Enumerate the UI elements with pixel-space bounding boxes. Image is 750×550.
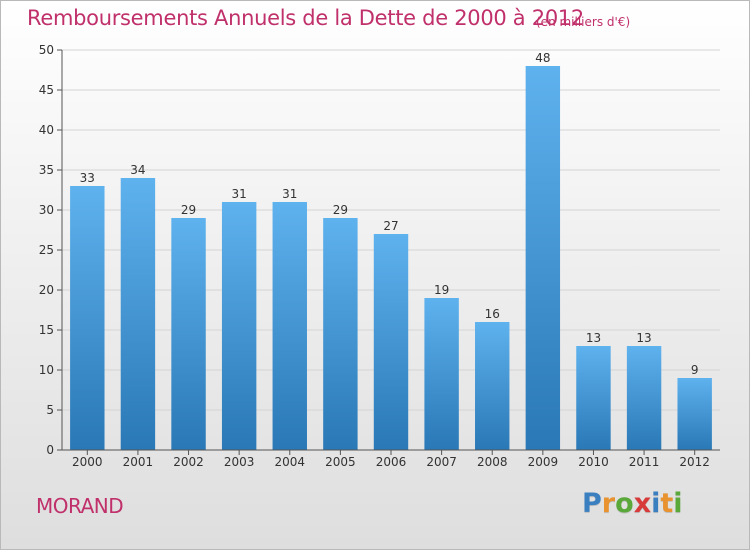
logo-letter: r (601, 488, 616, 519)
x-tick-label: 2012 (679, 455, 710, 469)
y-tick-label: 25 (39, 243, 54, 257)
y-tick-label: 45 (39, 83, 54, 97)
y-tick-label: 15 (39, 323, 54, 337)
x-tick-label: 2005 (325, 455, 356, 469)
x-tick-label: 2002 (173, 455, 204, 469)
bar-value-label: 48 (535, 51, 550, 65)
proxiti-logo: Proxiti (582, 488, 683, 519)
bar-value-label: 9 (691, 363, 699, 377)
bar (424, 298, 459, 450)
bar-value-label: 13 (636, 331, 651, 345)
bar (70, 186, 105, 450)
chart-unit: (en milliers d'€) (536, 15, 631, 29)
logo-letter: x (633, 488, 652, 519)
logo-letter: P (582, 488, 602, 519)
bar (373, 234, 409, 450)
bar (323, 218, 358, 450)
bar-value-label: 29 (181, 203, 196, 217)
logo-letter: t (660, 488, 674, 519)
x-tick-label: 2003 (224, 455, 255, 469)
y-tick-label: 50 (39, 43, 54, 57)
bar-value-label: 13 (586, 331, 601, 345)
bar-value-label: 16 (485, 307, 500, 321)
bar (677, 378, 712, 450)
bar (475, 322, 510, 450)
bar-value-label: 33 (80, 171, 95, 185)
y-tick-label: 35 (39, 163, 54, 177)
bar (525, 66, 561, 450)
bar (576, 346, 611, 450)
bar (221, 202, 257, 450)
bar-value-label: 34 (130, 163, 145, 177)
logo-letter: i (651, 488, 661, 519)
x-tick-label: 2011 (629, 455, 660, 469)
bar (120, 178, 156, 450)
y-tick-label: 40 (39, 123, 54, 137)
x-tick-label: 2008 (477, 455, 508, 469)
logo-letter: i (673, 488, 683, 519)
bar-value-label: 29 (333, 203, 348, 217)
y-tick-label: 20 (39, 283, 54, 297)
y-tick-label: 30 (39, 203, 54, 217)
bar-value-label: 19 (434, 283, 449, 297)
bar-value-label: 31 (282, 187, 297, 201)
y-tick-label: 5 (46, 403, 54, 417)
bar (171, 218, 206, 450)
x-tick-label: 2004 (274, 455, 305, 469)
x-tick-label: 2006 (376, 455, 407, 469)
x-tick-label: 2001 (123, 455, 154, 469)
commune-name: MORAND (36, 494, 124, 518)
x-tick-label: 2010 (578, 455, 609, 469)
bar (626, 346, 662, 450)
axes: 0 5 10 15 20 25 30 35 40 45 50 2000 2001 2002 2003 2004… (39, 43, 720, 469)
y-tick-label: 10 (39, 363, 54, 377)
bars: 33 34 29 31 31 29 27 19 16 48 13 13 9 (70, 51, 712, 450)
chart-title: Remboursements Annuels de la Dette de 20… (27, 6, 584, 30)
x-tick-label: 2000 (72, 455, 103, 469)
bar-value-label: 27 (383, 219, 398, 233)
logo-letter: o (615, 488, 634, 519)
x-tick-label: 2009 (528, 455, 559, 469)
x-tick-label: 2007 (426, 455, 457, 469)
bar-value-label: 31 (232, 187, 247, 201)
y-tick-label: 0 (46, 443, 54, 457)
bar (272, 202, 307, 450)
